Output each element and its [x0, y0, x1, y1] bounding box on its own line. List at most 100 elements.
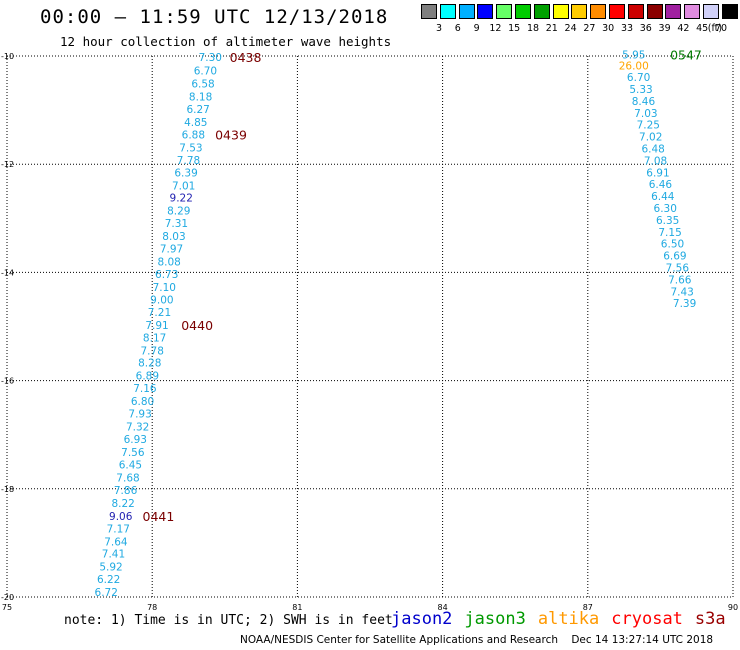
wave-height-value: 7.08	[644, 155, 667, 167]
wave-height-value: 8.46	[632, 96, 656, 108]
map-subtitle: 12 hour collection of altimeter wave hei…	[60, 34, 392, 49]
wave-height-value: 6.39	[174, 167, 197, 179]
legend-swatch	[590, 4, 607, 19]
wave-height-value: 8.17	[143, 332, 166, 344]
legend-swatch	[515, 4, 531, 19]
satellite-jason3: jason3	[464, 609, 526, 629]
lat-tick-label: -20	[1, 593, 14, 602]
legend-label: 27	[583, 23, 596, 34]
wave-height-value: 7.53	[179, 142, 202, 154]
legend-swatch	[665, 4, 682, 19]
wave-height-value: 7.32	[126, 422, 149, 434]
pass-time-label: 0441	[143, 509, 175, 524]
wave-height-value: 7.17	[107, 523, 130, 535]
lat-tick-label: -10	[1, 52, 14, 61]
satellite-cryosat: cryosat	[611, 609, 683, 629]
legend-label: 42	[677, 23, 690, 34]
legend-label: 36	[639, 23, 652, 34]
legend-label: 30	[602, 23, 615, 34]
wave-height-value: 6.46	[649, 179, 673, 191]
lat-tick-label: -12	[1, 160, 14, 169]
legend-swatch	[609, 4, 625, 19]
wave-height-value: 7.03	[634, 108, 657, 120]
legend-label: 18	[526, 23, 540, 34]
lon-tick-label: 87	[583, 603, 593, 612]
legend-swatch	[646, 4, 663, 19]
wave-height-value: 7.93	[128, 409, 151, 421]
legend-label: 70	[714, 23, 728, 34]
wave-height-value: 7.78	[141, 345, 164, 357]
wave-height-value: 9.22	[170, 193, 193, 205]
legend-label: 21	[545, 23, 558, 34]
wave-height-value: 7.56	[121, 447, 145, 459]
wave-height-value: 6.93	[124, 434, 147, 446]
legend-swatch	[496, 4, 513, 19]
wave-height-value: 7.78	[177, 155, 200, 167]
wave-height-value: 6.70	[627, 72, 650, 84]
legend-label: 9	[473, 23, 480, 34]
wave-height-value: 7.66	[668, 274, 692, 286]
legend-swatch	[571, 4, 588, 19]
wave-height-value: 7.30	[199, 52, 222, 64]
lat-tick-label: -16	[1, 377, 14, 386]
wave-height-value: 6.35	[656, 215, 679, 227]
satellite-jason2: jason2	[391, 609, 453, 629]
wave-height-value: 7.41	[102, 549, 125, 561]
wave-height-value: 9.00	[150, 294, 173, 306]
wave-height-value: 7.97	[160, 244, 183, 256]
wave-height-value: 6.70	[194, 66, 217, 78]
wave-height-value: 6.72	[95, 587, 118, 599]
wave-height-value: 6.44	[651, 191, 675, 203]
pass-time-label: 0438	[230, 50, 262, 65]
legend-swatch	[421, 4, 437, 19]
pass-time-label: 0547	[670, 47, 702, 62]
legend-swatch	[552, 4, 569, 19]
legend-label: 24	[564, 23, 577, 34]
wave-height-value: 7.68	[116, 472, 139, 484]
legend-label: 45	[696, 23, 709, 34]
wave-height-value: 7.25	[637, 120, 660, 132]
legend-label: 3	[435, 23, 443, 34]
wave-height-value: 6.89	[136, 371, 159, 383]
legend-swatch	[703, 4, 719, 19]
wave-height-value: 8.08	[157, 257, 180, 269]
lon-tick-label: 81	[292, 603, 302, 612]
wave-height-value: 5.92	[99, 562, 122, 574]
legend-swatch	[627, 4, 644, 19]
satellite-key: jason2 jason3 altika cryosat s3a	[391, 609, 738, 629]
wave-height-value: 8.03	[162, 231, 185, 243]
pass-time-label: 0439	[215, 127, 247, 142]
legend-swatch	[477, 4, 494, 19]
wave-height-value: 8.22	[111, 498, 134, 510]
wave-height-value: 7.01	[172, 180, 195, 192]
lat-tick-label: -14	[1, 268, 14, 277]
wave-height-value: 8.28	[138, 358, 161, 370]
wave-height-value: 6.22	[97, 574, 120, 586]
wave-height-value: 7.91	[145, 320, 168, 332]
wave-height-value: 7.86	[114, 485, 138, 497]
wave-height-value: 7.10	[153, 282, 176, 294]
wave-height-value: 7.16	[133, 383, 157, 395]
legend-swatch	[439, 4, 456, 19]
legend-label: 12	[489, 23, 502, 34]
wave-height-value: 6.30	[654, 203, 677, 215]
tracks-layer: 7.306.706.588.186.274.856.887.537.786.39…	[95, 47, 702, 599]
wave-height-value: 9.06	[109, 511, 133, 523]
legend-label: 39	[658, 23, 671, 34]
wave-height-value: 5.95	[622, 49, 645, 61]
wave-height-legend: 3 6 9 12 15 18 21 24 27 30 33 36 39 42 45 70 (ft)	[421, 4, 740, 36]
legend-swatch	[458, 4, 475, 19]
wave-height-value: 6.45	[119, 459, 142, 471]
wave-height-value: 8.18	[189, 92, 212, 104]
map-title: 00:00 – 11:59 UTC 12/13/2018	[40, 6, 389, 28]
legend-label: 15	[508, 23, 521, 34]
wave-height-value: 5.33	[629, 84, 652, 96]
wave-height-value: 8.29	[167, 206, 190, 218]
satellite-s3a: s3a	[694, 609, 726, 629]
lon-tick-label: 75	[2, 603, 12, 612]
credit-line: NOAA/NESDIS Center for Satellite Applica…	[240, 634, 714, 646]
wave-height-value: 6.69	[663, 251, 686, 263]
satellite-altika: altika	[537, 609, 600, 629]
wave-height-value: 7.15	[658, 227, 681, 239]
